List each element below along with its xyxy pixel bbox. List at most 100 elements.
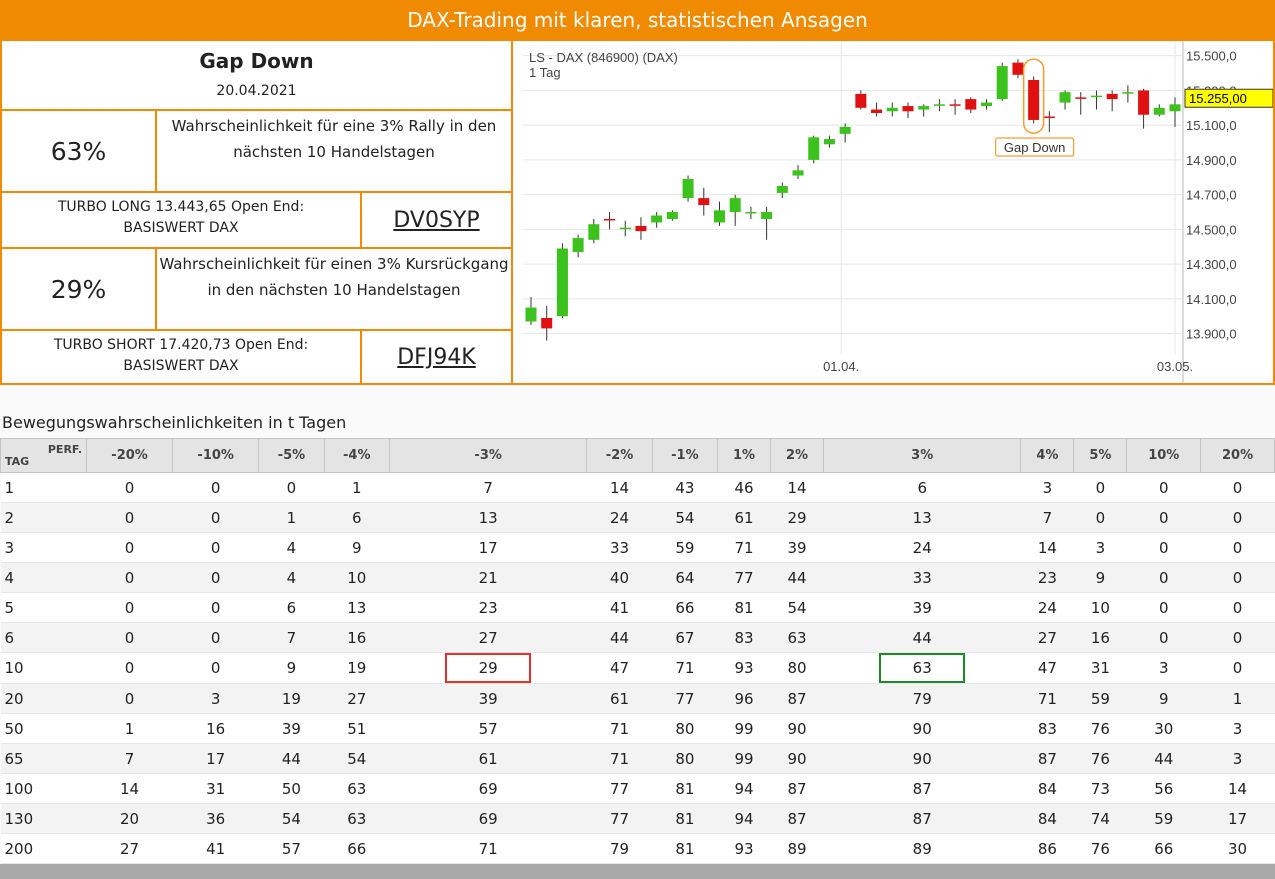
table-cell: 10 <box>1073 592 1127 623</box>
table-row: 4 0 0 4 10 21 40 64 77 44 33 23 9 0 0 <box>0 562 1275 593</box>
candle-body <box>996 66 1008 100</box>
row-tag: 4 <box>0 562 87 593</box>
table-cell: 0 <box>1126 472 1201 503</box>
table-cell: 99 <box>717 713 771 744</box>
table-cell: 54 <box>324 743 390 774</box>
candle-body <box>871 109 883 114</box>
table-cell: 59 <box>1073 683 1127 714</box>
table-cell: 71 <box>586 743 653 774</box>
table-cell: 3 <box>1020 472 1074 503</box>
candle-body <box>556 248 568 317</box>
column-header: 4% <box>1020 438 1075 473</box>
table-cell: 87 <box>823 803 1021 834</box>
table-cell: 27 <box>86 833 173 864</box>
table-row: 100 14 31 50 63 69 77 81 94 87 87 84 73 56 14 <box>0 773 1275 804</box>
table-cell: 71 <box>586 713 653 744</box>
short-percent: 29% <box>2 249 157 331</box>
highlight-cell-short: 29 <box>445 653 532 683</box>
table-cell: 44 <box>1126 743 1201 774</box>
table-cell: 13 <box>823 502 1021 533</box>
candle-body <box>666 212 678 219</box>
table-cell: 29 <box>389 652 587 684</box>
column-header: 2% <box>770 438 824 473</box>
table-cell: 27 <box>389 622 587 653</box>
table-cell: 0 <box>1126 502 1201 533</box>
chart-canvas: Gap Down 15.500,015.300,015.100,014.900,… <box>515 41 1274 383</box>
candle-body <box>1169 104 1181 112</box>
horizontal-scrollbar[interactable] <box>0 864 1275 879</box>
row-tag: 2 <box>0 502 87 533</box>
corner-perf-label: PERF. <box>47 443 82 456</box>
signal-info: Gap Down 20.04.2021 63% Wahrscheinlichke… <box>2 41 513 383</box>
candle-body <box>902 106 914 112</box>
table-cell: 80 <box>652 743 718 774</box>
table-cell: 44 <box>586 622 653 653</box>
column-header: -5% <box>258 438 325 473</box>
candle-body <box>572 238 584 252</box>
table-cell: 89 <box>823 833 1021 864</box>
table-cell: 83 <box>1020 713 1074 744</box>
table-cell: 3 <box>1200 713 1275 744</box>
candle-body <box>886 107 898 112</box>
table-cell: 3 <box>172 683 259 714</box>
table-cell: 54 <box>652 502 718 533</box>
table-cell: 84 <box>1020 773 1074 804</box>
table-cell: 0 <box>172 562 259 593</box>
table-cell: 44 <box>770 562 824 593</box>
table-cell: 94 <box>717 803 771 834</box>
table-cell: 51 <box>324 713 390 744</box>
y-tick-label: 14.700,0 <box>1186 188 1237 203</box>
table-cell: 79 <box>586 833 653 864</box>
table-cell: 61 <box>586 683 653 714</box>
table-cell: 46 <box>717 472 771 503</box>
table-cell: 87 <box>770 773 824 804</box>
row-tag: 200 <box>0 833 87 864</box>
table-cell: 29 <box>770 502 824 533</box>
table-cell: 90 <box>823 713 1021 744</box>
table-cell: 20 <box>86 803 173 834</box>
table-body: 1 0 0 0 1 7 14 43 46 14 6 3 0 0 0 2 0 0 1 6 13 24 54 61 29 13 7 0 0 0… <box>0 472 1275 864</box>
table-cell: 90 <box>823 743 1021 774</box>
row-tag: 65 <box>0 743 87 774</box>
probability-table: PERF. TAG -20% -10% -5% -4% -3% -2% -1% 1% 2% 3% 4… <box>0 438 1275 864</box>
signal-name: Gap Down <box>199 49 314 73</box>
table-cell: 71 <box>1020 683 1074 714</box>
table-cell: 3 <box>1126 652 1201 684</box>
table-cell: 90 <box>770 713 824 744</box>
table-cell: 0 <box>1126 622 1201 653</box>
candle-body <box>855 93 867 108</box>
table-cell: 64 <box>652 562 718 593</box>
table-cell: 83 <box>717 622 771 653</box>
candle-body <box>1075 97 1087 99</box>
table-cell: 0 <box>1200 532 1275 563</box>
table-cell: 66 <box>1126 833 1201 864</box>
candle-body <box>776 185 788 193</box>
table-cell: 17 <box>172 743 259 774</box>
table-cell: 77 <box>652 683 718 714</box>
table-cell: 0 <box>1073 502 1127 533</box>
table-cell: 66 <box>652 592 718 623</box>
candle-body <box>745 212 757 214</box>
long-wkn-link[interactable]: DV0SYP <box>393 207 480 233</box>
table-cell: 90 <box>770 743 824 774</box>
table-row: 65 7 17 44 54 61 71 80 99 90 90 87 76 44 3 <box>0 743 1275 774</box>
candle-body <box>713 210 725 223</box>
table-cell: 31 <box>1073 652 1127 684</box>
table-cell: 0 <box>1126 592 1201 623</box>
gap-down-highlight <box>1022 58 1045 134</box>
table-cell: 47 <box>586 652 653 684</box>
candle-body <box>823 139 835 145</box>
table-cell: 0 <box>1200 622 1275 653</box>
table-cell: 74 <box>1073 803 1127 834</box>
long-product: TURBO LONG 13.443,65 Open End: BASISWERT… <box>2 193 362 249</box>
table-cell: 81 <box>652 803 718 834</box>
table-cell: 0 <box>86 562 173 593</box>
table-cell: 86 <box>1020 833 1074 864</box>
candle-body <box>965 99 977 110</box>
table-cell: 24 <box>586 502 653 533</box>
table-cell: 89 <box>770 833 824 864</box>
y-tick-label: 15.500,0 <box>1186 49 1237 64</box>
page-banner: DAX-Trading mit klaren, statistischen An… <box>0 0 1275 40</box>
dax-candlestick-chart: Gap Down 15.500,015.300,015.100,014.900,… <box>515 41 1274 383</box>
short-wkn-link[interactable]: DFJ94K <box>397 344 476 370</box>
